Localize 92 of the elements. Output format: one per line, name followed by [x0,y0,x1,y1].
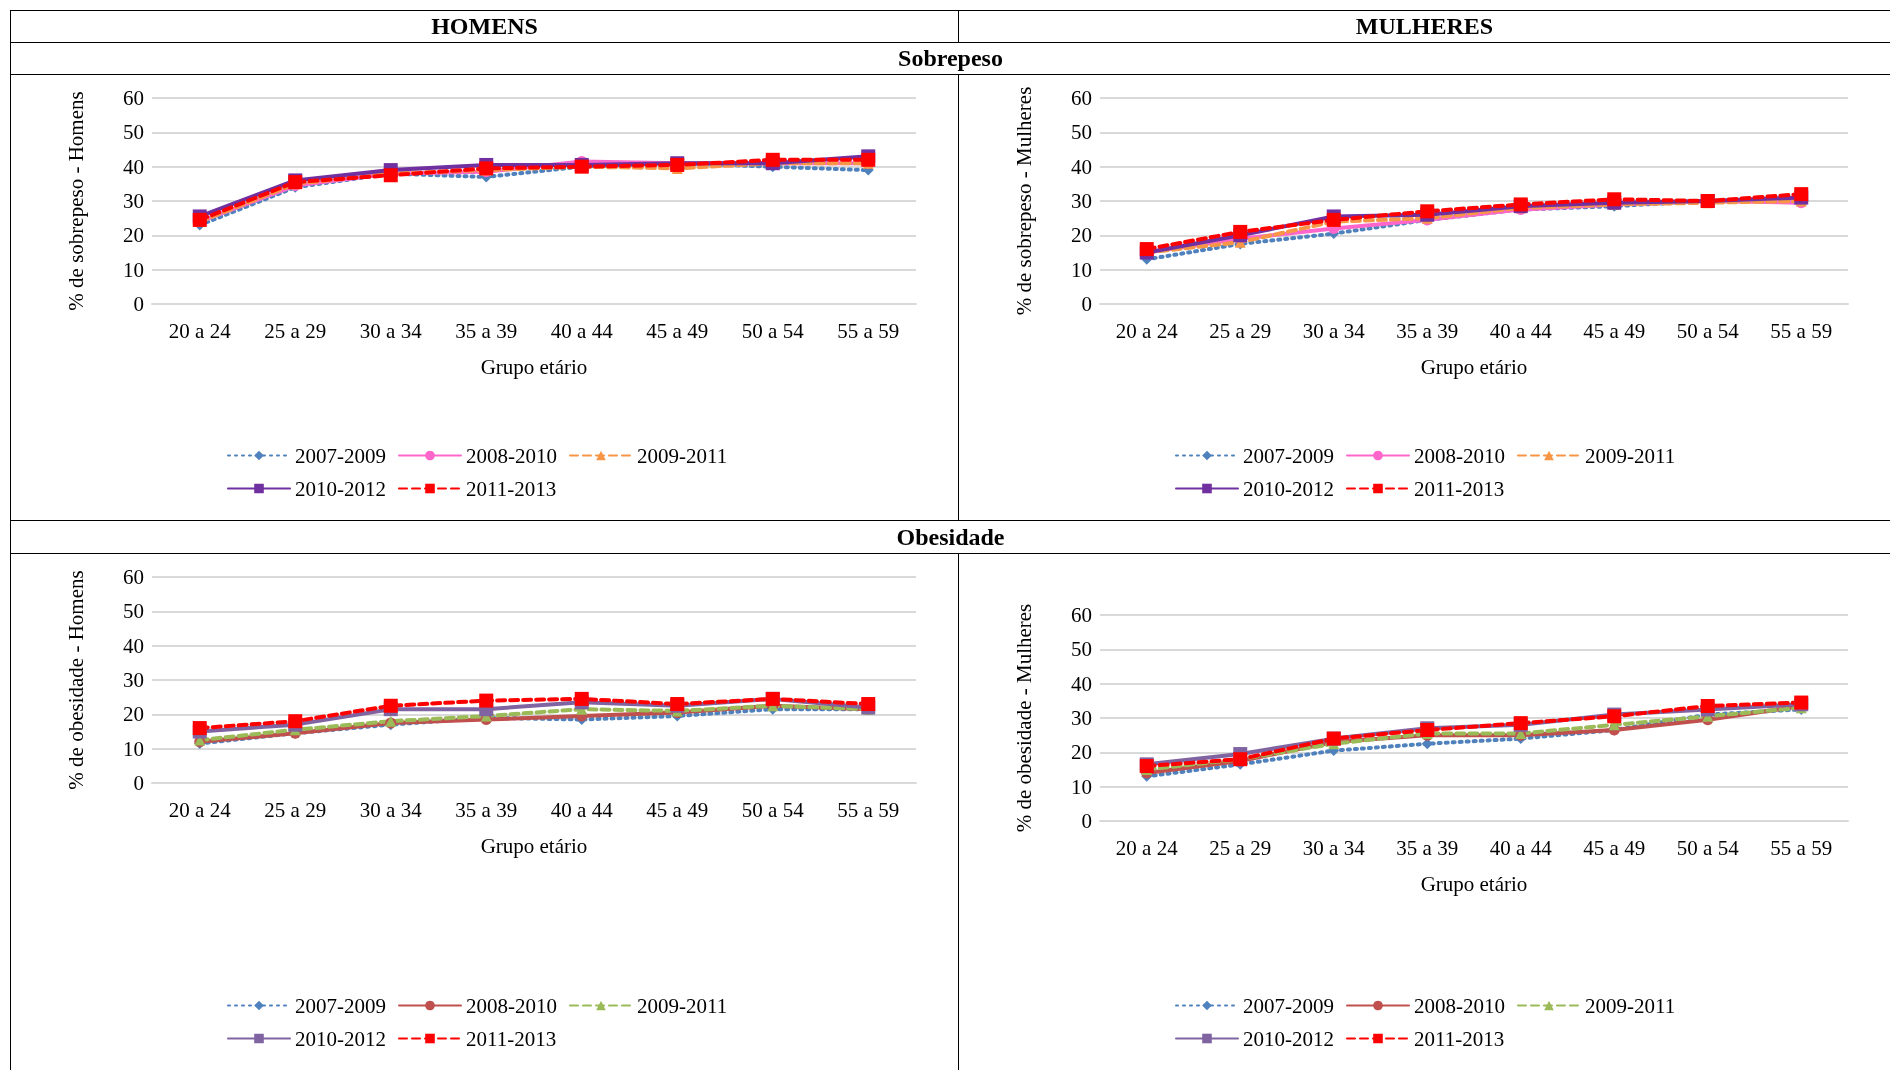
text: Obesidade [10,520,1890,554]
y-tick-label: 50 [1071,637,1092,662]
x-tick-label: 55 a 59 [837,318,900,343]
x-axis-title: Grupo etário [1420,354,1528,379]
y-tick-label: 40 [1071,154,1092,179]
y-tick-label: 50 [123,120,144,145]
x-tick-label: 40 a 44 [1489,835,1553,860]
y-tick-label: 20 [123,702,144,727]
x-tick-label: 40 a 44 [550,797,614,822]
text: MULHERES [958,10,1890,43]
y-tick-label: 0 [1081,292,1092,316]
x-tick-label: 55 a 59 [1770,318,1833,343]
y-tick-label: 30 [1071,706,1092,730]
y-tick-label: 40 [1071,671,1092,696]
y-tick-label: 60 [123,565,144,589]
legend-label: 2009-2011 [1584,443,1676,468]
x-axis-title: Grupo etário [480,833,588,858]
x-tick-label: 35 a 39 [1396,318,1459,343]
x-tick-label: 30 a 34 [1302,835,1366,860]
x-tick-label: 45 a 49 [1583,318,1646,343]
x-tick-label: 50 a 54 [1676,318,1740,343]
x-tick-label: 25 a 29 [1209,318,1272,343]
x-tick-label: 20 a 24 [1115,318,1179,343]
x-tick-label: 20 a 24 [168,318,232,343]
x-axis-title: Grupo etário [480,354,588,379]
legend-label: 2008-2010 [1413,993,1505,1018]
y-tick-label: 30 [123,668,144,692]
x-tick-label: 25 a 29 [264,318,327,343]
legend-label: 2010-2012 [295,476,386,501]
y-tick-label: 10 [123,257,144,282]
legend-label: 2008-2010 [465,993,557,1018]
legend-label: 2011-2013 [465,476,557,501]
x-tick-label: 20 a 24 [1115,835,1179,860]
x-tick-label: 30 a 34 [359,797,423,822]
x-tick-label: 50 a 54 [741,797,805,822]
x-tick-label: 40 a 44 [1489,318,1553,343]
y-tick-label: 0 [133,292,144,316]
legend-label: 2008-2010 [1413,443,1505,468]
x-tick-label: 55 a 59 [1770,835,1833,860]
y-tick-label: 40 [123,154,144,179]
x-tick-label: 40 a 44 [550,318,614,343]
legend-label: 2011-2013 [1413,476,1505,501]
y-tick-label: 50 [123,599,144,624]
x-tick-label: 50 a 54 [741,318,805,343]
legend-label: 2011-2013 [465,1026,557,1051]
text: Sobrepeso [10,42,1890,75]
y-tick-label: 0 [133,771,144,795]
legend-label: 2010-2012 [295,1026,386,1051]
y-tick-label: 20 [1071,223,1092,248]
x-tick-label: 30 a 34 [1302,318,1366,343]
y-axis-title: % de sobrepeso - Homens [63,91,88,311]
x-tick-label: 35 a 39 [455,797,518,822]
y-axis-title: % de obesidade - Homens [63,570,88,790]
legend-label: 2009-2011 [636,443,728,468]
legend-label: 2008-2010 [465,443,557,468]
x-tick-label: 50 a 54 [1676,835,1740,860]
x-tick-label: 30 a 34 [359,318,423,343]
y-tick-label: 30 [1071,189,1092,213]
x-tick-label: 35 a 39 [455,318,518,343]
y-axis-title: % de obesidade - Mulheres [1011,603,1036,833]
x-tick-label: 25 a 29 [1209,835,1272,860]
legend-label: 2009-2011 [1584,993,1676,1018]
legend-label: 2007-2009 [295,443,386,468]
y-tick-label: 10 [1071,774,1092,799]
legend-label: 2007-2009 [1243,443,1334,468]
legend-label: 2010-2012 [1243,476,1334,501]
text: HOMENS [10,10,959,43]
y-tick-label: 20 [123,223,144,248]
y-tick-label: 0 [1081,809,1092,833]
x-tick-label: 20 a 24 [168,797,232,822]
y-tick-label: 30 [123,189,144,213]
x-axis-title: Grupo etário [1420,871,1528,896]
legend-label: 2009-2011 [636,993,728,1018]
y-tick-label: 40 [123,633,144,658]
x-tick-label: 35 a 39 [1396,835,1459,860]
x-tick-label: 45 a 49 [646,318,709,343]
y-tick-label: 50 [1071,120,1092,145]
y-tick-label: 10 [123,736,144,761]
y-tick-label: 10 [1071,257,1092,282]
y-tick-label: 20 [1071,740,1092,765]
y-tick-label: 60 [123,86,144,110]
x-tick-label: 25 a 29 [264,797,327,822]
legend-label: 2007-2009 [295,993,386,1018]
x-tick-label: 45 a 49 [1583,835,1646,860]
legend-label: 2007-2009 [1243,993,1334,1018]
legend-label: 2011-2013 [1413,1026,1505,1051]
y-axis-title: % de sobrepeso - Mulheres [1011,86,1036,316]
legend-label: 2010-2012 [1243,1026,1334,1051]
x-tick-label: 55 a 59 [837,797,900,822]
x-tick-label: 45 a 49 [646,797,709,822]
y-tick-label: 60 [1071,603,1092,627]
y-tick-label: 60 [1071,86,1092,110]
